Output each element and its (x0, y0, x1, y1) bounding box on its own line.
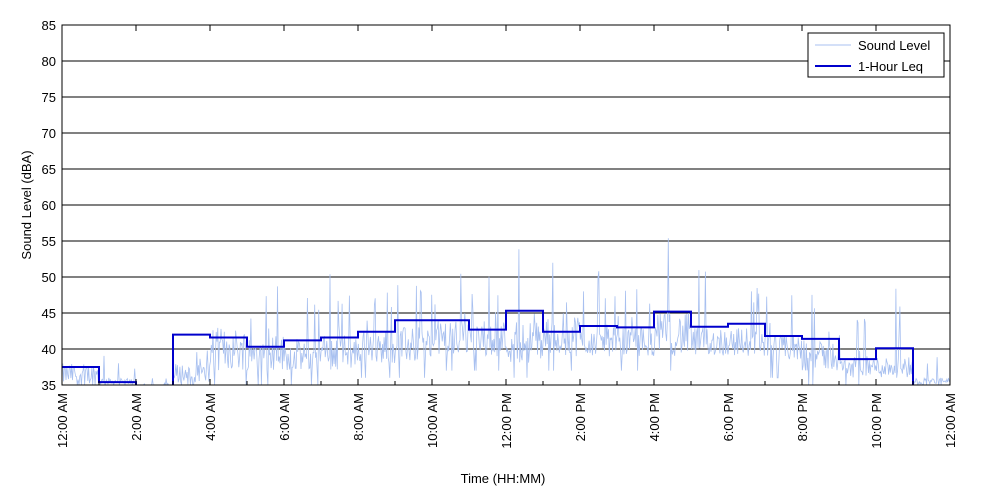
y-tick-label: 35 (42, 378, 56, 393)
y-tick-label: 65 (42, 162, 56, 177)
x-tick-label: 12:00 AM (55, 393, 70, 448)
sound-level-line (62, 238, 950, 385)
y-tick-label: 45 (42, 306, 56, 321)
x-tick-label: 8:00 PM (795, 393, 810, 441)
y-tick-label: 85 (42, 18, 56, 33)
x-tick-label: 8:00 AM (351, 393, 366, 441)
x-tick-label: 6:00 PM (721, 393, 736, 441)
legend-box (807, 32, 945, 78)
y-axis-label: Sound Level (dBA) (19, 150, 34, 259)
x-tick-label: 12:00 PM (499, 393, 514, 449)
y-tick-label: 80 (42, 54, 56, 69)
y-tick-label: 50 (42, 270, 56, 285)
legend: Sound Level 1-Hour Leq (807, 32, 945, 78)
leq-series (62, 309, 914, 385)
x-axis-ticks: 12:00 AM 2:00 AM 4:00 AM 6:00 AM 8:00 AM 10:0… (55, 25, 958, 449)
legend-label-sound-level: Sound Level (858, 38, 930, 53)
x-tick-label: 4:00 PM (647, 393, 662, 441)
x-tick-label: 2:00 PM (573, 393, 588, 441)
x-tick-label: 2:00 AM (129, 393, 144, 441)
x-tick-label: 10:00 AM (425, 393, 440, 448)
y-tick-label: 55 (42, 234, 56, 249)
sound-level-series (62, 238, 950, 385)
x-tick-label: 4:00 AM (203, 393, 218, 441)
legend-label-leq: 1-Hour Leq (858, 59, 923, 74)
x-axis-label: Time (HH:MM) (461, 471, 546, 486)
y-tick-label: 70 (42, 126, 56, 141)
y-tick-label: 60 (42, 198, 56, 213)
x-tick-label: 10:00 PM (869, 393, 884, 449)
y-axis-ticks: 35 40 45 50 55 60 65 70 75 80 85 (42, 18, 68, 393)
y-tick-label: 75 (42, 90, 56, 105)
x-tick-label: 6:00 AM (277, 393, 292, 441)
leq-line (62, 309, 914, 385)
x-tick-label: 12:00 AM (943, 393, 958, 448)
y-tick-label: 40 (42, 342, 56, 357)
